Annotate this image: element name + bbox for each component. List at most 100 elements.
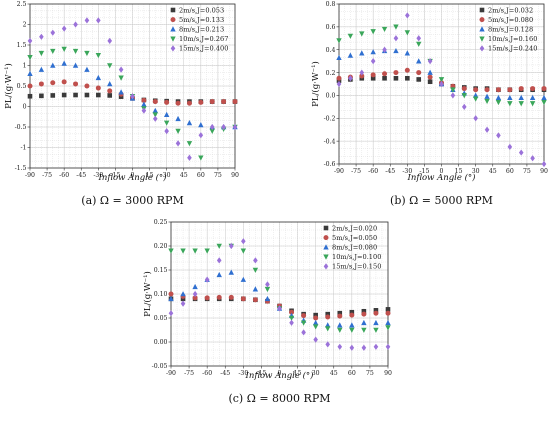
data-point: [186, 100, 192, 106]
data-point: [168, 310, 174, 317]
legend-label: 15m/s,J=0.150: [332, 263, 381, 271]
x-tick-label: -60: [59, 172, 69, 179]
data-point: [209, 128, 215, 134]
data-point: [95, 74, 102, 81]
data-point: [204, 276, 210, 283]
x-tick-label: 90: [384, 370, 392, 377]
data-point: [373, 319, 379, 326]
data-point: [27, 37, 33, 44]
data-point: [198, 122, 204, 128]
y-tick-label: 0.20: [154, 243, 168, 250]
data-point: [252, 286, 259, 292]
data-point: [107, 63, 113, 69]
data-point: [404, 67, 410, 73]
x-tick-label: -15: [256, 370, 266, 377]
data-point: [300, 320, 307, 326]
data-point: [232, 123, 238, 131]
data-point: [404, 30, 411, 36]
legend: 2m/s,J=0.032 5m/s,J=0.080 8m/s,J=0.12810m/…: [479, 6, 537, 53]
data-point: [228, 242, 234, 250]
y-tick-label: 0.15: [154, 267, 168, 274]
data-point: [349, 344, 355, 351]
x-tick-label: 60: [348, 370, 356, 377]
data-point: [416, 58, 422, 64]
data-point: [118, 75, 124, 81]
x-axis-title: Inflow Angle (°): [98, 172, 167, 183]
data-point: [405, 12, 410, 19]
x-tick-label: 0: [278, 370, 282, 377]
data-point: [141, 97, 147, 103]
data-point: [361, 327, 367, 333]
data-point: [336, 75, 342, 81]
x-tick-label: -75: [184, 370, 194, 377]
data-point: [518, 86, 524, 92]
data-point: [168, 295, 174, 302]
data-point: [73, 21, 78, 28]
data-point: [427, 58, 433, 65]
data-point: [61, 25, 67, 32]
y-tick-label: 0.10: [154, 291, 168, 298]
legend-marker: [323, 263, 329, 270]
legend-marker: [170, 26, 176, 32]
data-point: [385, 319, 391, 326]
data-point: [325, 311, 331, 317]
x-tick-label: 30: [472, 168, 480, 175]
x-tick-label: -75: [351, 168, 361, 175]
chart-panel-1: -90 -75 -60 -45 -30 -15 0 15 30 45 60 75 90 -0.6 -0.4 -…: [310, 1, 548, 207]
data-point: [416, 41, 422, 47]
data-point: [216, 294, 222, 300]
data-point: [361, 319, 367, 326]
data-point: [204, 295, 210, 301]
data-point: [461, 103, 467, 110]
data-point: [221, 99, 227, 105]
data-point: [252, 297, 258, 303]
data-point: [180, 248, 186, 254]
series-4: [336, 12, 547, 168]
x-tick-label: -60: [202, 370, 212, 377]
data-point: [382, 75, 387, 81]
legend: 2m/s,J=0.053 5m/s,J=0.133 8m/s,J=0.21310m/…: [170, 6, 228, 53]
data-point: [373, 343, 379, 350]
legend-marker: [170, 36, 176, 42]
data-point: [361, 311, 367, 317]
y-tick-label: 0.4: [326, 47, 336, 54]
data-point: [84, 83, 90, 89]
data-point: [232, 99, 238, 105]
y-tick-label: 2: [23, 22, 27, 29]
data-point: [221, 123, 226, 131]
data-point: [348, 75, 353, 82]
data-point: [495, 94, 502, 101]
data-point: [393, 35, 399, 42]
data-point: [152, 115, 158, 122]
data-point: [152, 99, 158, 105]
x-tick-label: 60: [506, 168, 514, 175]
data-point: [264, 295, 271, 302]
x-tick-label: -90: [25, 172, 35, 179]
series-1: [168, 291, 391, 321]
x-tick-label: 75: [523, 168, 531, 175]
data-point: [359, 69, 365, 76]
data-point: [39, 93, 44, 99]
legend-marker: [170, 17, 176, 23]
data-point: [50, 48, 56, 55]
x-tick-label: -90: [334, 168, 344, 175]
data-point: [72, 48, 79, 55]
x-tick-label: -45: [76, 172, 86, 179]
data-point: [313, 312, 318, 318]
data-point: [84, 17, 90, 24]
data-point: [312, 324, 319, 330]
data-point: [337, 327, 343, 333]
data-point: [141, 107, 147, 114]
data-point: [73, 81, 79, 87]
x-tick-label: -30: [93, 172, 103, 179]
legend-label: 10m/s,J=0.267: [179, 35, 228, 43]
data-point: [240, 276, 247, 282]
legend-label: 2m/s,J=0.053: [179, 6, 224, 14]
data-point: [253, 257, 258, 264]
data-point: [382, 46, 387, 53]
legend-marker: [170, 45, 176, 52]
data-point: [180, 300, 186, 307]
x-tick-label: -60: [368, 168, 378, 175]
y-tick-label: 0.0: [326, 93, 336, 100]
data-point: [228, 269, 234, 275]
